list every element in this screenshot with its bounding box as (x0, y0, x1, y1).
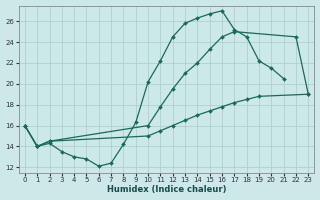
X-axis label: Humidex (Indice chaleur): Humidex (Indice chaleur) (107, 185, 226, 194)
